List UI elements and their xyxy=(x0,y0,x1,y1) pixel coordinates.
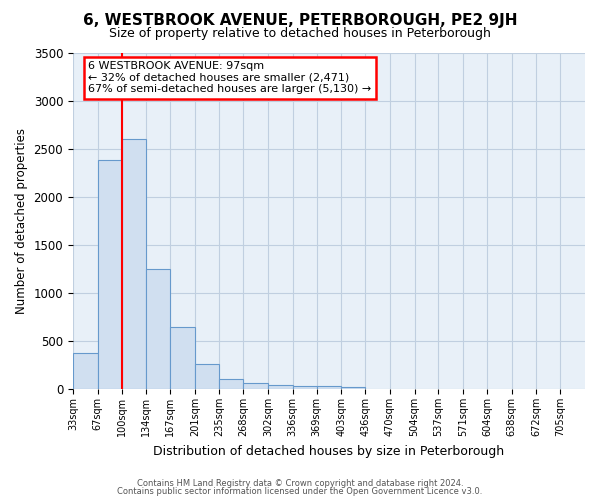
Text: 6 WESTBROOK AVENUE: 97sqm
← 32% of detached houses are smaller (2,471)
67% of se: 6 WESTBROOK AVENUE: 97sqm ← 32% of detac… xyxy=(88,61,371,94)
Bar xyxy=(268,386,293,389)
Bar xyxy=(293,386,317,389)
Bar xyxy=(170,326,195,389)
Bar xyxy=(195,364,220,389)
Text: Size of property relative to detached houses in Peterborough: Size of property relative to detached ho… xyxy=(109,28,491,40)
Bar xyxy=(146,269,170,389)
Bar xyxy=(317,386,341,389)
Bar xyxy=(73,353,98,389)
Bar xyxy=(341,387,365,389)
Text: Contains HM Land Registry data © Crown copyright and database right 2024.: Contains HM Land Registry data © Crown c… xyxy=(137,478,463,488)
Text: Contains public sector information licensed under the Open Government Licence v3: Contains public sector information licen… xyxy=(118,487,482,496)
Bar xyxy=(244,384,268,389)
X-axis label: Distribution of detached houses by size in Peterborough: Distribution of detached houses by size … xyxy=(154,444,505,458)
Y-axis label: Number of detached properties: Number of detached properties xyxy=(15,128,28,314)
Bar xyxy=(98,160,122,389)
Text: 6, WESTBROOK AVENUE, PETERBOROUGH, PE2 9JH: 6, WESTBROOK AVENUE, PETERBOROUGH, PE2 9… xyxy=(83,12,517,28)
Bar xyxy=(122,139,146,389)
Bar xyxy=(220,378,244,389)
